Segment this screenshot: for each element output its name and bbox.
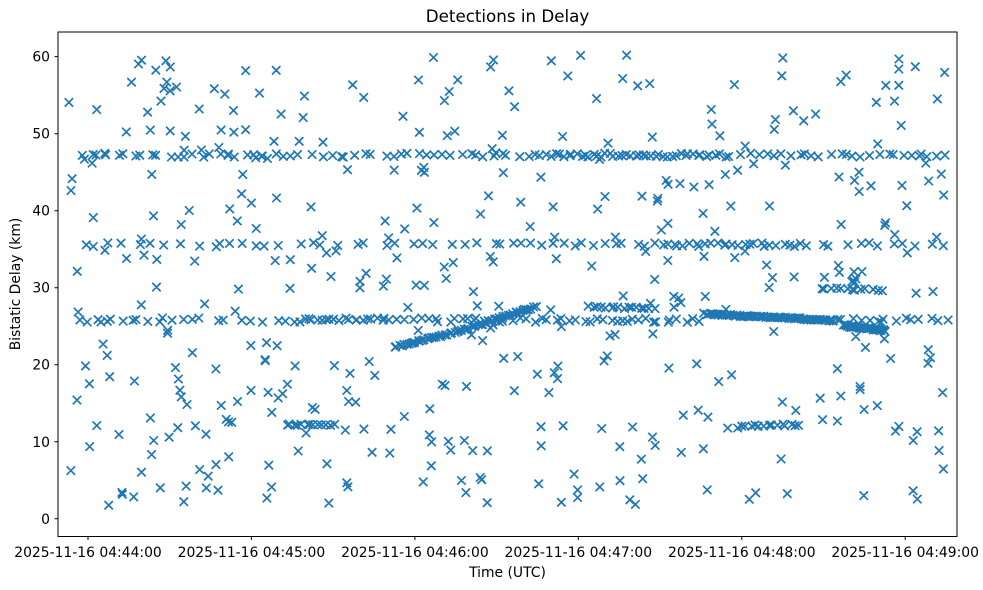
scatter-series-band-35.6km xyxy=(81,237,949,252)
x-tick-label: 2025-11-16 04:45:00 xyxy=(178,545,326,561)
scatter-series-track-ascending-22-to-27.7km xyxy=(390,301,542,352)
x-axis-label: Time (UTC) xyxy=(469,565,546,581)
y-tick-label: 30 xyxy=(32,281,50,297)
y-tick-label: 10 xyxy=(32,435,50,451)
scatter-series-band-47km xyxy=(77,148,950,162)
chart-title: Detections in Delay xyxy=(425,6,590,26)
x-tick-label: 2025-11-16 04:44:00 xyxy=(14,545,162,561)
x-tick-label: 2025-11-16 04:47:00 xyxy=(505,545,653,561)
scatter-series-track-descending-tail-25-to-24.4km xyxy=(838,319,890,337)
y-tick-label: 50 xyxy=(32,127,50,143)
scatter-series-segment-30km xyxy=(817,283,888,296)
y-tick-label: 20 xyxy=(32,358,50,374)
scatter-series-segment-12km-a xyxy=(282,419,340,431)
x-tick-label: 2025-11-16 04:46:00 xyxy=(341,545,489,561)
scatter-series-segment-27.4km xyxy=(583,301,660,314)
plot-frame xyxy=(57,31,958,537)
tick-marks xyxy=(54,56,906,540)
x-tick-label: 2025-11-16 04:48:00 xyxy=(668,545,816,561)
scatter-series-track-descending-26.6-to-25.7km xyxy=(698,308,839,327)
scatter-series-segment-12km-b xyxy=(736,419,804,432)
y-tick-label: 0 xyxy=(41,512,50,528)
y-axis-label: Bistatic Delay (km) xyxy=(8,217,24,351)
scatter-series-clutter xyxy=(64,50,950,511)
y-tick-label: 40 xyxy=(32,204,50,220)
y-tick-label: 60 xyxy=(32,50,50,66)
x-tick-label: 2025-11-16 04:49:00 xyxy=(831,545,979,561)
